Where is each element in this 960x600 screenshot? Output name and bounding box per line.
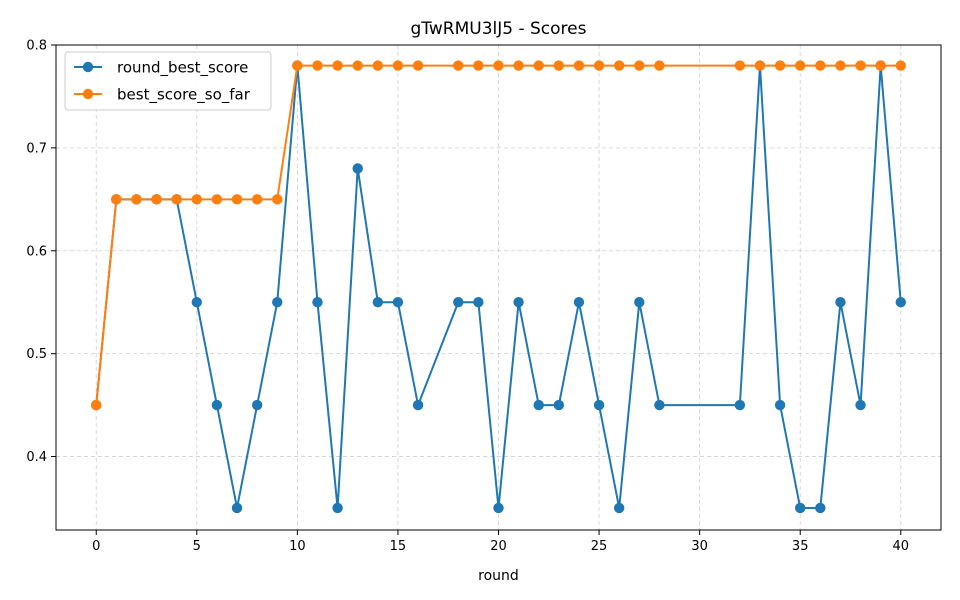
data-point-best-score-so-far: [111, 194, 122, 205]
data-point-best-score-so-far: [795, 60, 806, 71]
data-point-round-best-score: [412, 399, 424, 411]
chart-title: gTwRMU3lJ5 - Scores: [411, 19, 587, 39]
data-point-best-score-so-far: [855, 60, 866, 71]
data-point-best-score-so-far: [412, 60, 424, 71]
data-point-best-score-so-far: [875, 60, 886, 71]
y-tick-label: 0.6: [26, 244, 47, 259]
data-point-round-best-score: [613, 502, 625, 514]
series-best-score-so-far: [91, 60, 906, 411]
data-point-best-score-so-far: [372, 60, 384, 71]
y-tick-label: 0.4: [26, 450, 47, 465]
data-point-round-best-score: [372, 297, 384, 308]
data-point-best-score-so-far: [553, 60, 565, 71]
y-axis: 0.4 0.5 0.6 0.7 0.8: [26, 39, 56, 465]
data-point-best-score-so-far: [513, 60, 524, 71]
data-point-round-best-score: [453, 297, 464, 308]
x-axis: 0 5 10 15 20 25 30 35 40: [92, 530, 909, 554]
data-point-best-score-so-far: [634, 60, 645, 71]
legend-box: [64, 51, 272, 111]
data-point-round-best-score: [774, 399, 786, 411]
data-point-best-score-so-far: [573, 60, 585, 71]
legend: round_best_score best_score_so_far: [64, 51, 272, 111]
data-point-best-score-so-far: [754, 60, 766, 71]
data-point-round-best-score: [231, 502, 243, 514]
data-point-best-score-so-far: [251, 194, 263, 205]
data-point-round-best-score: [855, 399, 866, 411]
data-point-round-best-score: [211, 399, 223, 411]
x-tick-label: 35: [792, 539, 809, 554]
data-point-best-score-so-far: [231, 194, 243, 205]
data-point-round-best-score: [815, 502, 826, 514]
data-point-round-best-score: [734, 399, 746, 411]
data-point-round-best-score: [654, 399, 665, 411]
data-point-round-best-score: [272, 297, 283, 308]
data-point-round-best-score: [493, 502, 504, 514]
data-point-best-score-so-far: [191, 194, 202, 205]
data-point-best-score-so-far: [292, 60, 303, 71]
y-tick-label: 0.8: [26, 39, 47, 54]
data-point-round-best-score: [332, 502, 343, 514]
data-point-round-best-score: [895, 297, 906, 308]
legend-label-best-score-so-far: best_score_so_far: [117, 86, 251, 105]
data-point-best-score-so-far: [211, 194, 223, 205]
data-point-round-best-score: [593, 399, 605, 411]
data-point-best-score-so-far: [91, 399, 102, 411]
data-point-best-score-so-far: [392, 60, 404, 71]
data-point-best-score-so-far: [815, 60, 826, 71]
series-layer: [91, 60, 906, 514]
x-tick-label: 25: [591, 539, 608, 554]
data-point-best-score-so-far: [332, 60, 343, 71]
data-point-round-best-score: [634, 297, 645, 308]
data-point-round-best-score: [513, 297, 524, 308]
x-axis-label: round: [478, 568, 519, 584]
data-point-best-score-so-far: [352, 60, 363, 71]
data-point-best-score-so-far: [895, 60, 906, 71]
data-point-round-best-score: [553, 399, 565, 411]
data-point-round-best-score: [312, 297, 323, 308]
x-tick-label: 10: [289, 539, 306, 554]
data-point-best-score-so-far: [171, 194, 182, 205]
data-point-round-best-score: [352, 163, 363, 174]
x-tick-label: 30: [691, 539, 708, 554]
data-point-best-score-so-far: [593, 60, 605, 71]
data-point-best-score-so-far: [835, 60, 846, 71]
x-tick-label: 5: [193, 539, 201, 554]
data-point-round-best-score: [835, 297, 846, 308]
data-point-best-score-so-far: [473, 60, 484, 71]
x-tick-label: 15: [390, 539, 407, 554]
data-point-round-best-score: [392, 297, 404, 308]
x-tick-label: 20: [490, 539, 507, 554]
y-tick-label: 0.7: [26, 141, 47, 156]
legend-label-round-best-score: round_best_score: [117, 59, 248, 78]
data-point-round-best-score: [191, 297, 202, 308]
data-point-best-score-so-far: [613, 60, 625, 71]
data-point-best-score-so-far: [734, 60, 746, 71]
data-point-best-score-so-far: [493, 60, 504, 71]
data-point-round-best-score: [573, 297, 585, 308]
data-point-best-score-so-far: [131, 194, 142, 205]
data-point-round-best-score: [795, 502, 806, 514]
data-point-best-score-so-far: [312, 60, 323, 71]
data-point-round-best-score: [473, 297, 484, 308]
legend-swatch-marker-round-best-score: [82, 61, 94, 73]
data-point-best-score-so-far: [533, 60, 544, 71]
data-point-round-best-score: [251, 399, 263, 411]
data-point-best-score-so-far: [654, 60, 665, 71]
data-point-best-score-so-far: [272, 194, 283, 205]
data-point-best-score-so-far: [453, 60, 464, 71]
x-tick-label: 0: [92, 539, 100, 554]
legend-swatch-marker-best-score-so-far: [82, 88, 94, 100]
data-point-round-best-score: [533, 399, 544, 411]
x-tick-label: 40: [892, 539, 909, 554]
data-point-best-score-so-far: [151, 194, 162, 205]
data-point-best-score-so-far: [774, 60, 786, 71]
y-tick-label: 0.5: [26, 347, 47, 362]
